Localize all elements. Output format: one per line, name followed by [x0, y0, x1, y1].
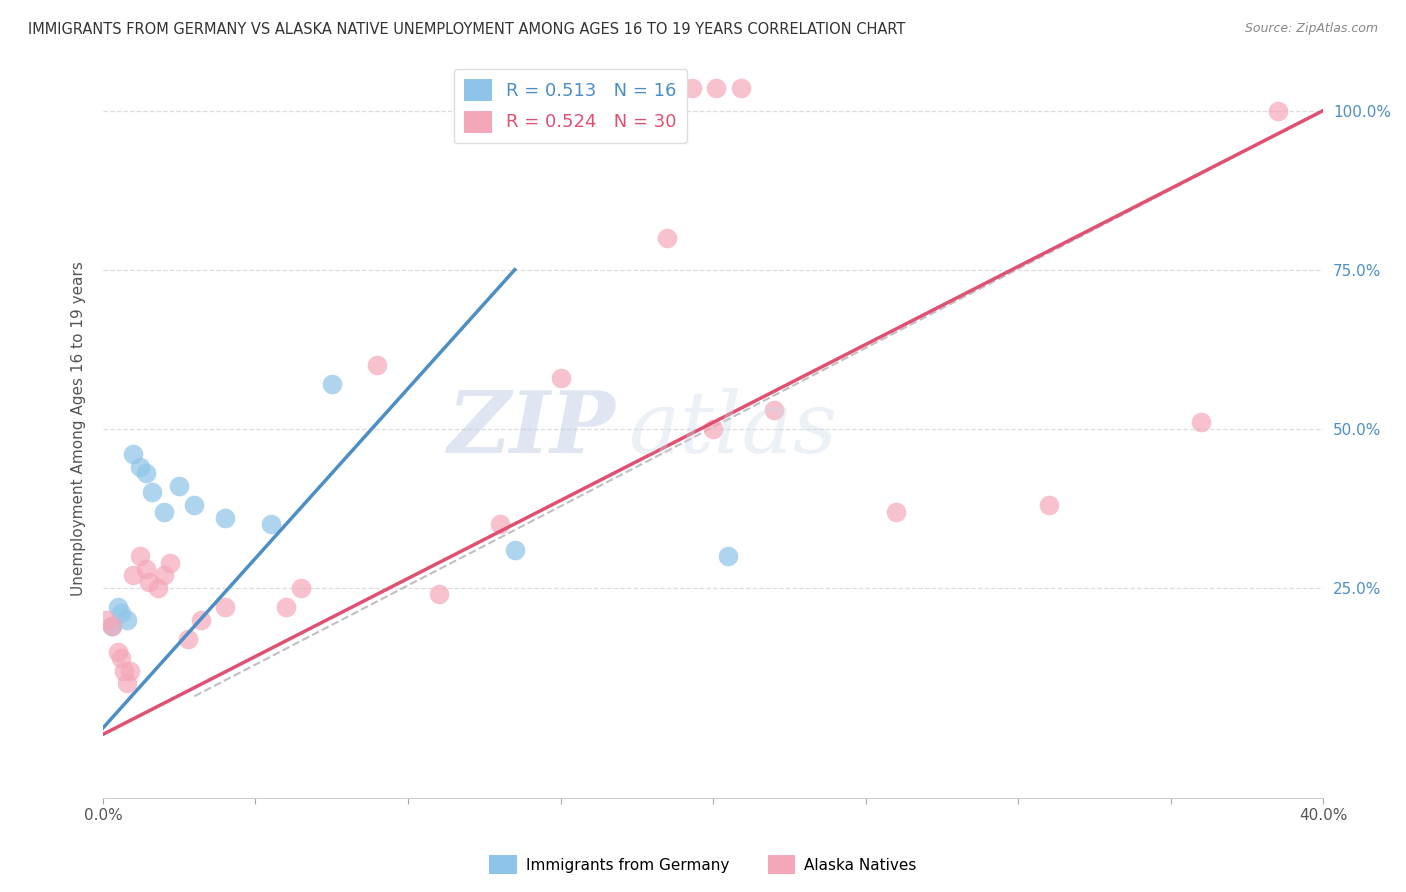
Point — [681, 81, 703, 95]
Point — [190, 613, 212, 627]
Point — [1267, 103, 1289, 118]
Point — [366, 358, 388, 372]
Point — [550, 371, 572, 385]
Legend: Immigrants from Germany, Alaska Natives: Immigrants from Germany, Alaska Natives — [484, 849, 922, 880]
Point — [122, 447, 145, 461]
Point — [565, 81, 588, 95]
Point — [763, 402, 786, 417]
Point — [167, 479, 190, 493]
Point — [274, 600, 297, 615]
Text: IMMIGRANTS FROM GERMANY VS ALASKA NATIVE UNEMPLOYMENT AMONG AGES 16 TO 19 YEARS : IMMIGRANTS FROM GERMANY VS ALASKA NATIVE… — [28, 22, 905, 37]
Point — [117, 613, 139, 627]
Point — [94, 613, 117, 627]
Point — [704, 81, 727, 95]
Point — [159, 556, 181, 570]
Point — [138, 574, 160, 589]
Point — [1189, 416, 1212, 430]
Point — [101, 619, 124, 633]
Point — [1038, 498, 1060, 512]
Point — [321, 377, 343, 392]
Point — [717, 549, 740, 563]
Point — [117, 676, 139, 690]
Point — [153, 505, 176, 519]
Point — [214, 600, 236, 615]
Point — [730, 81, 752, 95]
Point — [153, 568, 176, 582]
Point — [110, 607, 132, 621]
Point — [135, 562, 157, 576]
Text: Source: ZipAtlas.com: Source: ZipAtlas.com — [1244, 22, 1378, 36]
Point — [214, 511, 236, 525]
Point — [884, 505, 907, 519]
Point — [107, 645, 129, 659]
Point — [657, 231, 679, 245]
Point — [135, 467, 157, 481]
Point — [589, 81, 612, 95]
Point — [112, 664, 135, 678]
Point — [141, 485, 163, 500]
Point — [128, 549, 150, 563]
Point — [702, 422, 724, 436]
Point — [177, 632, 200, 646]
Point — [662, 81, 685, 95]
Point — [128, 460, 150, 475]
Y-axis label: Unemployment Among Ages 16 to 19 years: Unemployment Among Ages 16 to 19 years — [72, 261, 86, 596]
Text: ZIP: ZIP — [447, 387, 616, 471]
Point — [638, 81, 661, 95]
Point — [107, 600, 129, 615]
Point — [613, 81, 636, 95]
Point — [146, 581, 169, 595]
Point — [427, 587, 450, 601]
Point — [260, 517, 283, 532]
Point — [503, 542, 526, 557]
Legend: R = 0.513   N = 16, R = 0.524   N = 30: R = 0.513 N = 16, R = 0.524 N = 30 — [454, 69, 688, 144]
Point — [110, 651, 132, 665]
Point — [488, 517, 510, 532]
Point — [183, 498, 205, 512]
Point — [290, 581, 312, 595]
Text: atlas: atlas — [627, 387, 837, 470]
Point — [120, 664, 142, 678]
Point — [122, 568, 145, 582]
Point — [101, 619, 124, 633]
